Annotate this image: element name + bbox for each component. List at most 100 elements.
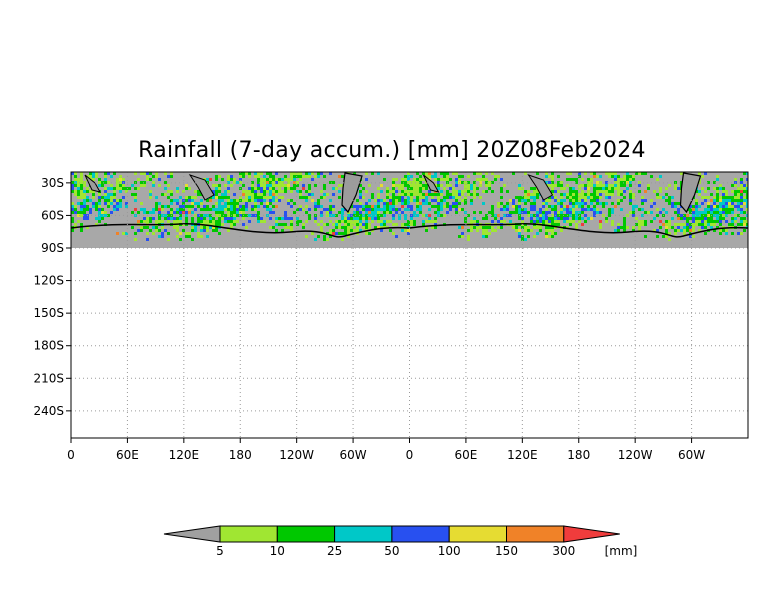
rain-cell (284, 184, 287, 187)
lat-tick-label: 30S (41, 176, 64, 190)
rain-cell (308, 187, 311, 190)
rain-cell (731, 190, 734, 193)
rain-cell (638, 220, 641, 223)
rain-cell (575, 202, 578, 205)
rain-cell (512, 226, 515, 229)
rain-cell (284, 226, 287, 229)
rain-cell (638, 190, 641, 193)
rain-cell (101, 211, 104, 214)
rain-cell (446, 205, 449, 208)
rain-cell (512, 211, 515, 214)
rain-cell (701, 220, 704, 223)
rain-cell (695, 190, 698, 193)
rain-cell (269, 211, 272, 214)
rain-cell (578, 217, 581, 220)
rain-cell (608, 184, 611, 187)
rain-cell (251, 196, 254, 199)
rain-cell (620, 190, 623, 193)
rain-cell (356, 211, 359, 214)
rain-cell (392, 202, 395, 205)
rain-cell (311, 232, 314, 235)
rain-cell (230, 208, 233, 211)
rain-cell (692, 208, 695, 211)
rain-cell (551, 223, 554, 226)
rain-cell (404, 175, 407, 178)
rain-cell (707, 181, 710, 184)
rain-cell (251, 199, 254, 202)
rain-cell (218, 199, 221, 202)
rain-cell (95, 205, 98, 208)
rain-cell (551, 217, 554, 220)
rain-cell (563, 193, 566, 196)
rain-cell (110, 211, 113, 214)
rain-cell (221, 217, 224, 220)
rain-cell (254, 190, 257, 193)
rain-cell (554, 199, 557, 202)
rain-cell (260, 187, 263, 190)
rain-cell (284, 175, 287, 178)
rain-cell (167, 211, 170, 214)
rain-cell (392, 232, 395, 235)
rain-cell (323, 184, 326, 187)
rain-cell (206, 220, 209, 223)
rain-cell (731, 220, 734, 223)
rain-cell (224, 190, 227, 193)
colorbar: 5 10 25 50 100 150 300 [mm] (163, 525, 637, 558)
rain-cell (350, 229, 353, 232)
rain-cell (401, 190, 404, 193)
rain-cell (284, 190, 287, 193)
rain-cell (533, 208, 536, 211)
rain-cell (674, 223, 677, 226)
rain-cell (722, 199, 725, 202)
rain-cell (527, 214, 530, 217)
rain-cell (389, 199, 392, 202)
rain-cell (326, 193, 329, 196)
rain-cell (539, 211, 542, 214)
rain-cell (521, 217, 524, 220)
rain-cell (569, 172, 572, 175)
rain-cell (239, 181, 242, 184)
rain-cell (407, 172, 410, 175)
rain-cell (704, 199, 707, 202)
rain-cell (281, 223, 284, 226)
rain-cell (416, 193, 419, 196)
rain-cell (527, 193, 530, 196)
rain-cell (377, 217, 380, 220)
rain-cell (323, 175, 326, 178)
rain-cell (422, 199, 425, 202)
rain-cell (461, 175, 464, 178)
rain-cell (305, 190, 308, 193)
rain-cell (176, 217, 179, 220)
rain-cell (716, 187, 719, 190)
rain-cell (332, 193, 335, 196)
rain-cell (80, 229, 83, 232)
lon-tick-label: 0 (406, 448, 414, 462)
rain-cell (254, 172, 257, 175)
rain-cell (746, 205, 748, 208)
rain-cell (674, 202, 677, 205)
rain-cell (431, 199, 434, 202)
rain-cell (701, 223, 704, 226)
rain-cell (239, 172, 242, 175)
rain-cell (416, 208, 419, 211)
rain-cell (212, 184, 215, 187)
rain-cell (617, 202, 620, 205)
rain-cell (344, 232, 347, 235)
rain-cell (533, 220, 536, 223)
rain-cell (392, 196, 395, 199)
rain-cell (239, 178, 242, 181)
rain-cell (368, 232, 371, 235)
rain-cell (458, 235, 461, 238)
rain-cell (254, 187, 257, 190)
rain-cell (563, 199, 566, 202)
rain-cell (125, 190, 128, 193)
rain-cell (419, 211, 422, 214)
rain-cell (551, 181, 554, 184)
rain-cell (107, 214, 110, 217)
rain-cell (392, 193, 395, 196)
rain-cell (713, 223, 716, 226)
rain-cell (566, 220, 569, 223)
rain-cell (362, 226, 365, 229)
rain-cell (539, 229, 542, 232)
rain-cell (200, 199, 203, 202)
